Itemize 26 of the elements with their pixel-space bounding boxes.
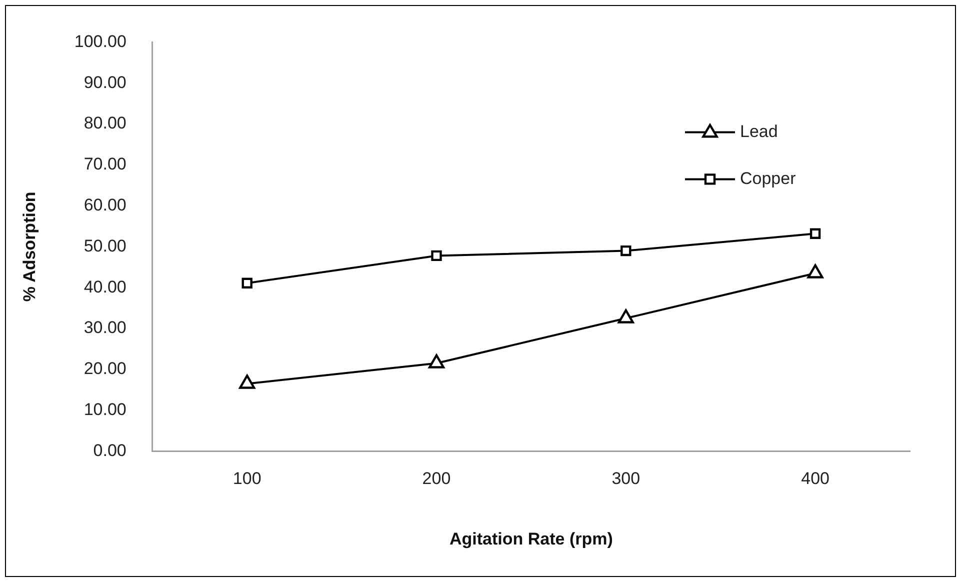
point: [242, 278, 252, 288]
x-tick-label: 300: [612, 469, 640, 488]
y-tick-label: 0.00: [93, 440, 126, 460]
y-axis-title: % Adsorption: [20, 192, 39, 302]
y-tick-label: 90.00: [84, 72, 126, 92]
x-tick-label: 200: [422, 469, 451, 488]
y-tick-label: 70.00: [84, 154, 126, 174]
y-tick-label: 60.00: [84, 195, 126, 214]
legend-label: Copper: [740, 168, 796, 188]
y-tick-label: 40.00: [84, 277, 126, 296]
y-tick-label: 20.00: [84, 359, 126, 378]
point: [428, 354, 445, 368]
point: [620, 245, 632, 256]
y-tick-label: 10.00: [84, 400, 126, 419]
x-tick-label: 400: [801, 469, 830, 488]
point: [810, 228, 821, 239]
x-axis-title: Agitation Rate (rpm): [450, 529, 613, 548]
x-tick-label: 100: [232, 469, 262, 488]
y-tick-label: 100.00: [74, 32, 126, 51]
y-tick-label: 80.00: [84, 114, 126, 133]
y-tick-label: 50.00: [84, 236, 126, 256]
y-tick-label: 30.00: [84, 318, 126, 338]
point: [431, 250, 442, 262]
legend-label: Lead: [740, 122, 778, 141]
point: [618, 309, 634, 324]
point: [239, 374, 256, 389]
